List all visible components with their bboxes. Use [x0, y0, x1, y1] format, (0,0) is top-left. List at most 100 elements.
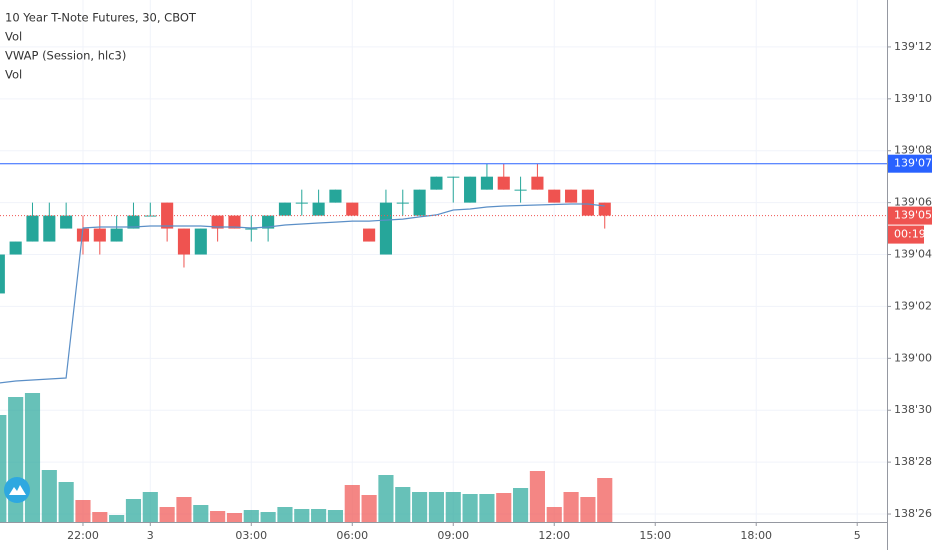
volume-bar — [412, 492, 428, 522]
x-tick-label: 09:00 — [437, 529, 469, 542]
logo-glyph[interactable] — [9, 485, 26, 495]
y-tick-label: 138'26'0 — [894, 507, 932, 520]
legend-entry: Vol — [5, 68, 22, 82]
candle-body — [346, 202, 359, 216]
volume-bar — [142, 492, 158, 522]
volume-bar — [311, 509, 327, 522]
y-tick-label: 139'12'0 — [894, 40, 932, 53]
candle-body — [581, 189, 594, 216]
volume-bar — [378, 475, 394, 522]
y-tick-label: 139'10'0 — [894, 92, 932, 105]
volume-bar — [24, 393, 41, 522]
candle-body — [60, 215, 73, 229]
volume-bar — [41, 470, 57, 522]
candle-body — [396, 202, 409, 204]
candle-body — [127, 215, 140, 229]
volume-bar — [210, 511, 226, 522]
volume-bar — [462, 494, 478, 522]
candle-body — [26, 215, 39, 242]
y-tick-label: 139'00'0 — [894, 351, 932, 364]
plot-area — [0, 163, 887, 384]
price-label: 139'07'5 — [894, 157, 932, 170]
legend-entry: VWAP (Session, hlc3) — [5, 49, 126, 63]
candle-body — [531, 176, 544, 190]
volume-bar — [92, 512, 108, 522]
volume-bar — [445, 492, 461, 522]
volume-pane — [0, 393, 613, 522]
volume-bar — [428, 492, 445, 522]
volume-bar — [277, 507, 293, 522]
volume-bar — [529, 471, 545, 522]
volume-bar — [176, 497, 192, 522]
candle-body — [262, 215, 275, 229]
volume-bar — [344, 485, 360, 522]
candle-body — [76, 228, 90, 242]
candle-body — [514, 189, 527, 191]
candle-body — [194, 228, 207, 255]
y-tick-label: 139'04'0 — [894, 248, 932, 261]
logo-circle[interactable] — [4, 477, 30, 503]
logo[interactable] — [4, 477, 30, 503]
volume-bar — [513, 488, 529, 522]
volume-bar — [75, 500, 91, 522]
candle-body — [379, 202, 392, 255]
y-tick-label: 139'06'0 — [894, 196, 932, 209]
countdown-box — [888, 225, 924, 244]
candle-body — [329, 189, 342, 203]
volume-bar — [0, 415, 7, 522]
volume-bar — [294, 509, 310, 522]
x-tick-label: 3 — [147, 529, 154, 542]
volume-bar — [109, 515, 125, 522]
volume-bar — [479, 494, 495, 522]
countdown-label: 00:19 — [894, 228, 926, 241]
candle-body — [430, 176, 443, 190]
axes: 138'26'0 138'28'0 138'30'0 139'00'0 139'02'0… — [67, 40, 932, 542]
vwap-line — [0, 203, 605, 384]
volume-bar — [563, 492, 579, 522]
candle-body — [177, 228, 191, 255]
legend-entry: Vol — [5, 30, 22, 44]
candle-body — [480, 176, 493, 190]
candle-body — [110, 228, 123, 242]
price-label-box — [888, 154, 932, 173]
candle-body — [93, 228, 106, 242]
candle-body — [211, 215, 224, 229]
volume-bar — [243, 510, 259, 522]
volume-bar — [496, 493, 512, 522]
candle-body — [363, 228, 376, 242]
candle-body — [9, 241, 22, 255]
volume-bar — [395, 487, 411, 522]
candle-body — [245, 228, 258, 230]
x-tick-label: 18:00 — [740, 529, 772, 542]
x-tick-label: 15:00 — [639, 529, 671, 542]
volume-bar — [125, 499, 142, 522]
candle-body — [278, 202, 292, 216]
grid — [0, 0, 887, 522]
candle-body — [548, 189, 561, 203]
legend-title: 10 Year T-Note Futures, 30, CBOT — [5, 11, 197, 25]
volume-bar — [193, 505, 209, 522]
candle-body — [464, 176, 477, 203]
volume-bar — [58, 482, 74, 522]
volume-bar — [159, 507, 175, 522]
x-tick-label: 12:00 — [538, 529, 570, 542]
y-tick-label: 139'08'0 — [894, 144, 932, 157]
y-tick-label: 138'30'0 — [894, 403, 932, 416]
volume-bar — [546, 507, 562, 522]
volume-bar — [597, 478, 613, 522]
volume-bar — [226, 513, 243, 522]
volume-bar — [580, 497, 596, 522]
x-tick-label: 5 — [854, 529, 861, 542]
volume-bar — [8, 397, 24, 522]
volume-bar — [327, 510, 344, 522]
candle-body — [598, 202, 611, 216]
price-label-box — [888, 206, 932, 225]
y-tick-label: 138'28'0 — [894, 455, 932, 468]
volume-bar — [260, 512, 276, 522]
candle-body — [565, 189, 578, 203]
candle-body — [497, 176, 510, 190]
candle-body — [0, 254, 5, 294]
candle-body — [447, 176, 460, 178]
